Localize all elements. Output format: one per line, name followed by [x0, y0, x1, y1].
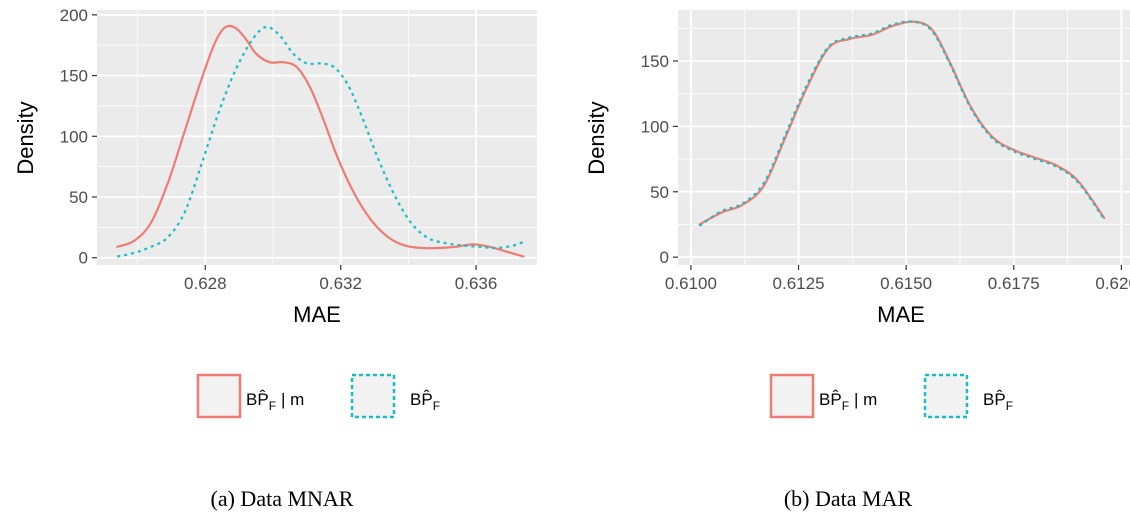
panel-b-plot-background	[678, 10, 1130, 265]
y-tick-label: 200	[60, 6, 88, 25]
panel-b-series-unconditional-line	[698, 20, 1106, 227]
panel-a-series-conditional-line	[116, 24, 525, 258]
panel-b-gridlines	[678, 10, 1130, 265]
x-tick-label: 0.6150	[880, 274, 932, 293]
panel-a-x-ticks: 0.628 0.632 0.636	[184, 265, 497, 293]
panel-a-y-axis-title: Density	[13, 101, 38, 174]
x-tick-label: 0.628	[184, 274, 227, 293]
panel-b-caption: (b) Data MAR	[784, 486, 913, 511]
panel-a: 0.628 0.632 0.636 0 50 100 150 200 MAE Density…	[13, 6, 537, 511]
panel-b-x-ticks: 0.6100 0.6125 0.6150 0.6175 0.6200	[665, 265, 1130, 293]
y-tick-label: 100	[60, 127, 88, 146]
panel-b-x-axis-title: MAE	[877, 302, 925, 327]
panel-a-plot-background	[97, 10, 537, 265]
y-tick-label: 150	[641, 52, 669, 71]
y-tick-label: 150	[60, 67, 88, 86]
x-tick-label: 0.6125	[773, 274, 825, 293]
legend-label-conditional: BP̂F | m	[819, 389, 877, 413]
legend-key-unconditional	[350, 373, 396, 419]
legend-key-conditional	[196, 373, 242, 419]
panel-a-legend: BP̂F | m BP̂F	[196, 373, 440, 419]
panel-a-x-axis-title: MAE	[293, 302, 341, 327]
legend-label-unconditional: BP̂F	[410, 389, 440, 413]
panel-b-y-axis-title: Density	[584, 101, 609, 174]
y-tick-label: 100	[641, 117, 669, 136]
x-tick-label: 0.636	[455, 274, 498, 293]
panel-a-y-ticks: 0 50 100 150 200	[60, 6, 97, 268]
panel-a-caption: (a) Data MNAR	[211, 486, 354, 511]
legend-key-unconditional	[923, 373, 969, 419]
y-tick-label: 50	[650, 183, 669, 202]
y-tick-label: 0	[79, 249, 88, 268]
panel-a-series-unconditional-line	[117, 25, 524, 258]
panel-b-legend: BP̂F | m BP̂F	[769, 373, 1013, 419]
x-tick-label: 0.6175	[988, 274, 1040, 293]
x-tick-label: 0.6200	[1095, 274, 1130, 293]
legend-label-conditional: BP̂F | m	[246, 389, 304, 413]
panel-b: 0.6100 0.6125 0.6150 0.6175 0.6200 0 50 100 150…	[584, 10, 1130, 511]
panel-b-y-ticks: 0 50 100 150	[641, 52, 678, 267]
y-tick-label: 50	[69, 188, 88, 207]
y-tick-label: 0	[660, 248, 669, 267]
legend-label-unconditional: BP̂F	[983, 389, 1013, 413]
legend-key-conditional	[769, 373, 815, 419]
x-tick-label: 0.632	[319, 274, 362, 293]
x-tick-label: 0.6100	[665, 274, 717, 293]
